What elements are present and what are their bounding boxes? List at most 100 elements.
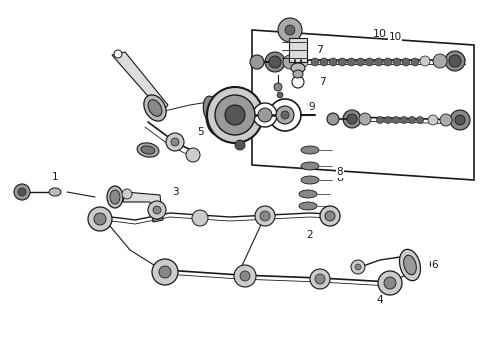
Circle shape — [347, 114, 357, 124]
Text: 8: 8 — [337, 173, 343, 183]
Circle shape — [153, 206, 161, 214]
Ellipse shape — [299, 190, 317, 198]
Circle shape — [159, 266, 171, 278]
Text: 1: 1 — [51, 173, 58, 183]
Ellipse shape — [301, 176, 319, 184]
Circle shape — [283, 55, 297, 69]
Text: 5: 5 — [196, 127, 203, 137]
Circle shape — [250, 55, 264, 69]
Circle shape — [315, 274, 325, 284]
Circle shape — [253, 103, 277, 127]
Circle shape — [215, 95, 255, 135]
Text: 10: 10 — [373, 29, 387, 39]
Text: 1: 1 — [51, 172, 58, 182]
Circle shape — [171, 138, 179, 146]
Circle shape — [366, 58, 373, 66]
Ellipse shape — [291, 63, 305, 73]
Circle shape — [255, 206, 275, 226]
Circle shape — [276, 106, 294, 124]
Ellipse shape — [301, 162, 319, 170]
Circle shape — [18, 188, 26, 196]
Circle shape — [265, 52, 285, 72]
Circle shape — [351, 260, 365, 274]
Ellipse shape — [137, 143, 159, 157]
Ellipse shape — [404, 255, 416, 275]
Circle shape — [420, 56, 430, 66]
Circle shape — [329, 58, 337, 66]
Text: 9: 9 — [306, 102, 314, 112]
Circle shape — [359, 113, 371, 125]
Circle shape — [311, 58, 319, 66]
Circle shape — [278, 18, 302, 42]
Circle shape — [433, 54, 447, 68]
Circle shape — [234, 265, 256, 287]
Ellipse shape — [399, 249, 420, 281]
Circle shape — [440, 114, 452, 126]
Circle shape — [88, 207, 112, 231]
Ellipse shape — [293, 70, 303, 78]
Circle shape — [192, 210, 208, 226]
Text: 3: 3 — [172, 190, 178, 200]
Ellipse shape — [206, 95, 228, 135]
Circle shape — [384, 58, 392, 66]
Circle shape — [166, 133, 184, 151]
Circle shape — [225, 105, 245, 125]
Circle shape — [281, 111, 289, 119]
Circle shape — [416, 117, 423, 123]
Circle shape — [320, 206, 340, 226]
Circle shape — [298, 57, 308, 67]
Circle shape — [258, 108, 272, 122]
Circle shape — [445, 51, 465, 71]
Circle shape — [449, 55, 461, 67]
Circle shape — [310, 269, 330, 289]
Circle shape — [400, 117, 408, 123]
Text: 2: 2 — [307, 230, 313, 240]
Text: 7: 7 — [317, 45, 323, 55]
Circle shape — [384, 277, 396, 289]
Polygon shape — [123, 192, 163, 222]
Circle shape — [428, 115, 438, 125]
Circle shape — [393, 58, 401, 66]
Text: 7: 7 — [318, 77, 325, 87]
Circle shape — [186, 148, 200, 162]
Text: 9: 9 — [309, 102, 315, 112]
Circle shape — [355, 264, 361, 270]
Circle shape — [347, 58, 355, 66]
Circle shape — [409, 117, 416, 123]
Bar — [289, 38, 307, 62]
Ellipse shape — [107, 186, 123, 208]
Circle shape — [285, 25, 295, 35]
Text: 8: 8 — [337, 167, 343, 177]
Circle shape — [114, 50, 122, 58]
Circle shape — [455, 115, 465, 125]
Ellipse shape — [110, 190, 120, 204]
Circle shape — [269, 99, 301, 131]
Circle shape — [274, 83, 282, 91]
Circle shape — [375, 58, 383, 66]
Circle shape — [122, 189, 132, 199]
Circle shape — [94, 213, 106, 225]
Ellipse shape — [148, 100, 162, 116]
Circle shape — [343, 110, 361, 128]
Text: 3: 3 — [172, 187, 178, 197]
Ellipse shape — [301, 146, 319, 154]
Circle shape — [152, 259, 178, 285]
Text: 2: 2 — [306, 230, 314, 240]
Circle shape — [292, 76, 304, 88]
Text: 6: 6 — [428, 260, 436, 270]
Circle shape — [235, 140, 245, 150]
Circle shape — [411, 58, 419, 66]
Circle shape — [260, 211, 270, 221]
Circle shape — [392, 117, 399, 123]
Circle shape — [240, 271, 250, 281]
Circle shape — [356, 58, 365, 66]
Circle shape — [327, 113, 339, 125]
Circle shape — [378, 271, 402, 295]
Polygon shape — [252, 30, 474, 180]
Circle shape — [385, 117, 392, 123]
Text: 4: 4 — [377, 295, 383, 305]
Circle shape — [376, 117, 384, 123]
Circle shape — [207, 87, 263, 143]
Ellipse shape — [203, 96, 219, 124]
Circle shape — [338, 58, 346, 66]
